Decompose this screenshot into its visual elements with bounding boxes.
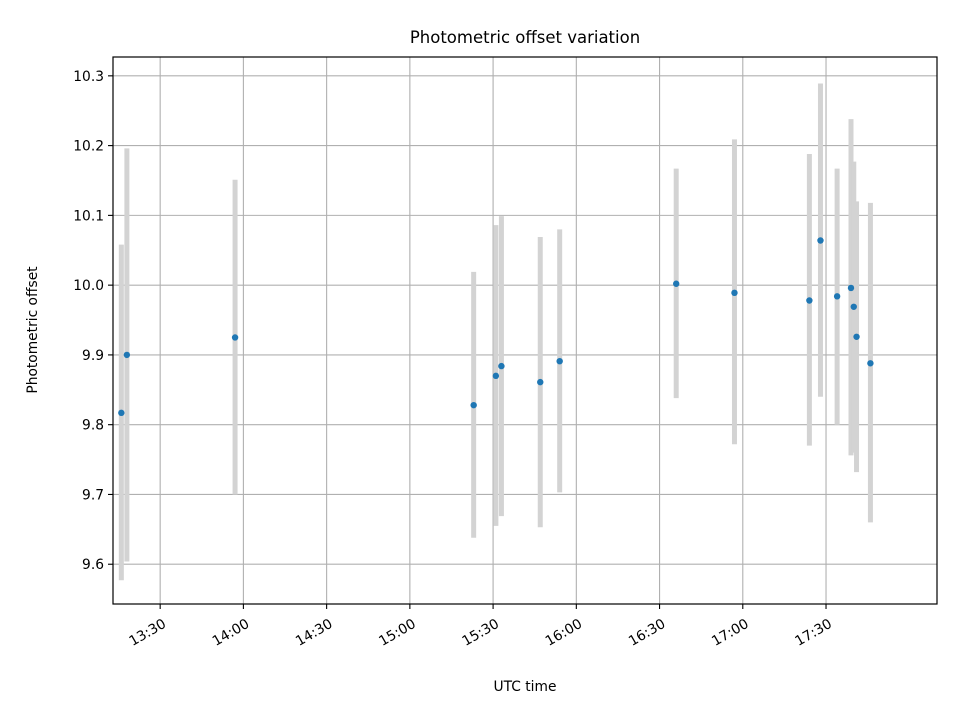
data-point bbox=[867, 360, 874, 367]
y-tick-label: 9.9 bbox=[82, 348, 104, 364]
chart-title: Photometric offset variation bbox=[410, 28, 640, 47]
y-tick-label: 9.7 bbox=[82, 487, 104, 503]
data-point bbox=[123, 351, 131, 359]
data-point bbox=[556, 357, 563, 365]
data-points bbox=[118, 237, 874, 417]
data-point bbox=[806, 297, 813, 304]
data-point bbox=[850, 303, 857, 310]
data-point bbox=[853, 333, 860, 340]
data-point bbox=[118, 409, 125, 417]
grid-lines bbox=[113, 57, 937, 604]
y-tick-label: 10.2 bbox=[73, 139, 104, 155]
y-tick-label: 10.3 bbox=[73, 69, 104, 85]
data-point bbox=[673, 280, 680, 287]
y-tick-label: 9.8 bbox=[82, 418, 104, 434]
y-tick-label: 10.1 bbox=[73, 208, 104, 224]
data-point bbox=[498, 362, 505, 370]
data-point bbox=[537, 378, 544, 386]
data-point bbox=[470, 401, 477, 409]
data-point bbox=[731, 289, 738, 297]
data-point bbox=[492, 372, 500, 380]
x-axis-label: UTC time bbox=[494, 679, 557, 695]
axes-frame bbox=[112, 56, 938, 605]
data-point bbox=[833, 293, 841, 300]
data-point bbox=[817, 237, 824, 244]
y-tick-label: 9.6 bbox=[82, 557, 104, 573]
y-axis-ticks: 9.6 9.7 9.8 9.9 10.0 10.1 10.2 10.3 bbox=[73, 69, 113, 573]
data-point bbox=[231, 334, 239, 341]
y-axis-label: Photometric offset bbox=[25, 266, 41, 394]
y-tick-label: 10.0 bbox=[73, 278, 104, 294]
data-point bbox=[847, 284, 855, 292]
